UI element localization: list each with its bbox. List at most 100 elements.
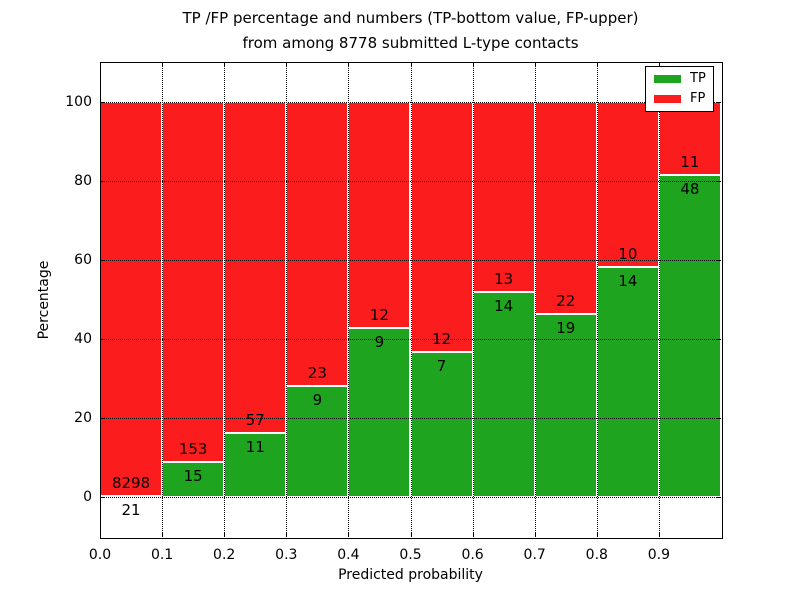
legend-label-tp: TP (690, 71, 706, 87)
tick-y-right (716, 418, 721, 420)
x-tick-label-0.1: 0.1 (150, 547, 174, 563)
gridline-x-0.1 (162, 62, 164, 537)
fp-count-label: 153 (178, 440, 208, 459)
bar-fp-segment (472, 101, 535, 293)
y-tick-label-100: 100 (65, 93, 92, 110)
bar-tp-segment (534, 313, 597, 498)
legend-entry-fp: FP (646, 90, 713, 106)
legend: TP FP (645, 66, 714, 112)
tick-x-bottom (348, 532, 350, 537)
legend-label-fp: FP (690, 90, 706, 106)
bar-fp-segment (410, 101, 473, 352)
tick-x-bottom (286, 532, 288, 537)
x-tick-label-0.4: 0.4 (337, 547, 360, 563)
y-tick-label-0: 0 (83, 489, 92, 506)
tp-count-label: 48 (680, 180, 700, 199)
fp-count-label: 10 (618, 244, 638, 263)
tick-x-top (534, 62, 536, 67)
fp-count-label: 12 (432, 329, 452, 348)
bar-tp-segment (286, 386, 349, 498)
chart-title-line1: TP /FP percentage and numbers (TP-bottom… (182, 9, 639, 27)
bar-tp-segment (348, 327, 411, 498)
tp-count-label: 14 (494, 297, 514, 316)
tick-x-top (596, 62, 598, 67)
fp-count-label: 12 (369, 305, 389, 324)
bar-tp-segment (596, 266, 659, 498)
tick-x-bottom (534, 532, 536, 537)
tick-x-bottom (100, 532, 101, 537)
tick-x-bottom (472, 532, 474, 537)
tp-count-label: 9 (374, 332, 385, 351)
x-tick-label-0.7: 0.7 (523, 547, 546, 563)
legend-entry-tp: TP (646, 72, 713, 86)
y-tick-label-60: 60 (74, 251, 92, 268)
bar-fp-segment (534, 101, 597, 314)
tp-count-label: 9 (312, 391, 323, 410)
tp-color-swatch-icon (654, 75, 681, 84)
y-tick-label-80: 80 (74, 172, 92, 189)
tick-x-top (286, 62, 288, 67)
gridline-x-0.7 (534, 62, 536, 537)
fp-count-label: 13 (494, 270, 514, 289)
gridline-x-0.2 (224, 62, 226, 537)
gridline-x-0.6 (472, 62, 474, 537)
y-tick-label-40: 40 (74, 331, 92, 348)
bar-tp-segment (472, 292, 535, 498)
fp-count-label: 8298 (111, 474, 151, 493)
tick-x-top (100, 62, 101, 67)
fp-color-swatch-icon (654, 94, 681, 103)
x-tick-label-0.9: 0.9 (647, 547, 671, 563)
chart-title: TP /FP percentage and numbers (TP-bottom… (100, 6, 721, 56)
fp-count-label: 57 (245, 411, 265, 430)
fp-count-label: 11 (680, 153, 700, 172)
tick-y-right (716, 497, 721, 499)
tp-count-label: 14 (618, 271, 638, 290)
chart-title-line2: from among 8778 submitted L-type contact… (242, 34, 579, 52)
bar-fp-segment (224, 101, 287, 434)
x-tick-label-0.8: 0.8 (585, 547, 608, 563)
gridline-x-0.4 (348, 62, 350, 537)
tick-y-right (716, 101, 721, 103)
tick-y-left (100, 101, 105, 103)
tick-x-top (162, 62, 164, 67)
bar-fp-segment (100, 101, 163, 497)
tp-count-label: 21 (121, 501, 141, 520)
tick-y-left (100, 180, 105, 182)
x-tick-label-0: 0.0 (88, 547, 112, 563)
bar-fp-segment (348, 101, 411, 328)
fp-count-label: 23 (307, 364, 327, 383)
tick-y-left (100, 339, 105, 341)
tick-x-bottom (658, 532, 660, 537)
y-tick-label-20: 20 (74, 410, 92, 427)
gridline-x-0.8 (596, 62, 598, 537)
x-tick-label-0.3: 0.3 (275, 547, 298, 563)
tp-count-label: 15 (183, 467, 203, 486)
tick-y-right (716, 180, 721, 182)
tick-x-top (224, 62, 226, 67)
bar-fp-segment (286, 101, 349, 387)
bar-fp-segment (162, 101, 225, 463)
fp-count-label: 22 (556, 291, 576, 310)
tick-x-top (410, 62, 412, 67)
tick-x-bottom (162, 532, 164, 537)
tick-x-top (348, 62, 350, 67)
tick-y-left (100, 418, 105, 420)
x-tick-label-0.5: 0.5 (399, 547, 422, 563)
x-axis-label: Predicted probability (338, 567, 483, 583)
tick-x-bottom (224, 532, 226, 537)
tick-y-left (100, 259, 105, 261)
tp-count-label: 7 (436, 356, 447, 375)
bar-tp-segment (224, 433, 287, 498)
bar-fp-segment (596, 101, 659, 267)
tick-x-bottom (410, 532, 412, 537)
bar-tp-segment (162, 462, 225, 498)
tp-count-label: 19 (556, 318, 576, 337)
tick-y-left (100, 497, 105, 499)
bar-tp-segment (658, 175, 721, 498)
tick-x-top (472, 62, 474, 67)
x-tick-label-0.2: 0.2 (213, 547, 236, 563)
y-axis-label: Percentage (36, 260, 52, 340)
gridline-x-0.9 (658, 62, 660, 537)
tp-count-label: 11 (245, 438, 265, 457)
